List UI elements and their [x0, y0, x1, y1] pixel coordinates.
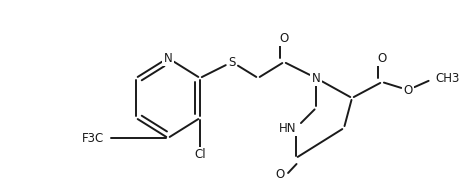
Text: O: O [275, 169, 285, 178]
Text: O: O [280, 32, 289, 44]
Text: O: O [403, 83, 413, 96]
Text: Cl: Cl [194, 148, 206, 161]
Text: N: N [164, 51, 172, 64]
Text: F3C: F3C [82, 132, 104, 145]
Text: S: S [228, 56, 236, 69]
Text: O: O [377, 51, 387, 64]
Text: N: N [312, 72, 320, 85]
Text: HN: HN [279, 122, 296, 135]
Text: CH3: CH3 [435, 72, 459, 85]
